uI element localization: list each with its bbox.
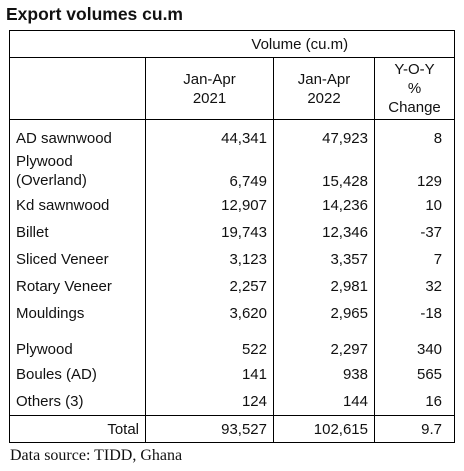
row-label: Others (3)	[9, 388, 146, 416]
value-2021: 3,620	[145, 300, 274, 327]
value-2021: 124	[145, 388, 274, 416]
data-source-note: Data source: TIDD, Ghana	[10, 447, 183, 464]
value-yoy: 32	[373, 273, 456, 300]
value-2022: 144	[273, 388, 375, 416]
value-2021: 12,907	[145, 192, 274, 219]
table-row: Rotary Veneer 2,257 2,981 32	[9, 273, 456, 300]
col-header-2021-line2: 2021	[192, 89, 227, 107]
header-row-columns: Jan-Apr 2021 Jan-Apr 2022 Y-O-Y % Change	[9, 57, 456, 120]
col-header-2022-line2: 2022	[307, 89, 341, 107]
table-row: Plywood (Overland) 6,749 15,428 129	[9, 152, 456, 192]
value-2022: 12,346	[273, 219, 375, 246]
value-2022: 2,981	[273, 273, 375, 300]
value-yoy: 340	[373, 327, 456, 361]
table-row: Plywood 522 2,297 340	[9, 327, 456, 361]
row-label: Sliced Veneer	[9, 246, 146, 273]
value-2021: 522	[145, 327, 274, 361]
col-header-yoy: Y-O-Y % Change	[373, 57, 456, 120]
table-row: Sliced Veneer 3,123 3,357 7	[9, 246, 456, 273]
row-label: Boules (AD)	[9, 361, 146, 388]
value-yoy: 7	[373, 246, 456, 273]
row-label: Plywood	[9, 327, 146, 361]
col-header-yoy-line1: Y-O-Y	[394, 61, 435, 78]
table-title: Export volumes cu.m	[6, 4, 183, 24]
col-header-yoy-line2: %	[407, 80, 422, 97]
value-2022: 3,357	[273, 246, 375, 273]
row-label: Mouldings	[9, 300, 146, 327]
value-2021: 6,749	[145, 152, 274, 192]
value-yoy: -37	[373, 219, 456, 246]
value-2022: 14,236	[273, 192, 375, 219]
row-label: Kd sawnwood	[9, 192, 146, 219]
value-2021: 44,341	[145, 119, 274, 152]
value-2022: 2,965	[273, 300, 375, 327]
value-yoy: -18	[373, 300, 456, 327]
total-2022: 102,615	[273, 415, 375, 443]
value-2022: 938	[273, 361, 375, 388]
row-label: Plywood (Overland)	[9, 152, 146, 192]
col-header-2022-line1: Jan-Apr	[297, 70, 351, 88]
total-label: Total	[9, 415, 146, 443]
row-label: Billet	[9, 219, 146, 246]
export-volumes-table: Volume (cu.m) Jan-Apr 2021 Jan-Apr 2022 …	[9, 30, 456, 443]
header-row-group: Volume (cu.m)	[9, 30, 456, 58]
total-row: Total 93,527 102,615 9.7	[9, 415, 456, 443]
row-label-line2: (Overland)	[16, 172, 87, 189]
header-empty-cell	[9, 30, 146, 58]
value-yoy: 8	[373, 119, 456, 152]
header-label-cell	[9, 57, 146, 120]
value-2021: 3,123	[145, 246, 274, 273]
value-yoy: 10	[373, 192, 456, 219]
col-header-2021-line1: Jan-Apr	[183, 70, 236, 88]
value-2021: 141	[145, 361, 274, 388]
col-header-2022: Jan-Apr 2022	[273, 57, 375, 120]
col-header-2021: Jan-Apr 2021	[145, 57, 274, 120]
table-row: Billet 19,743 12,346 -37	[9, 219, 456, 246]
value-2021: 19,743	[145, 219, 274, 246]
value-yoy: 565	[373, 361, 456, 388]
table-row: Mouldings 3,620 2,965 -18	[9, 300, 456, 327]
total-2021: 93,527	[145, 415, 274, 443]
volume-group-header: Volume (cu.m)	[145, 30, 456, 58]
value-2022: 15,428	[273, 152, 375, 192]
value-2021: 2,257	[145, 273, 274, 300]
table-row: AD sawnwood 44,341 47,923 8	[9, 119, 456, 152]
total-yoy: 9.7	[373, 415, 456, 443]
value-yoy: 16	[373, 388, 456, 416]
row-label-line1: Plywood	[16, 153, 73, 170]
table-row: Kd sawnwood 12,907 14,236 10	[9, 192, 456, 219]
row-label: Rotary Veneer	[9, 273, 146, 300]
table-row: Boules (AD) 141 938 565	[9, 361, 456, 388]
value-2022: 47,923	[273, 119, 375, 152]
table-row: Others (3) 124 144 16	[9, 388, 456, 416]
value-2022: 2,297	[273, 327, 375, 361]
col-header-yoy-line3: Change	[388, 99, 441, 116]
value-yoy: 129	[373, 152, 456, 192]
row-label: AD sawnwood	[9, 119, 146, 152]
